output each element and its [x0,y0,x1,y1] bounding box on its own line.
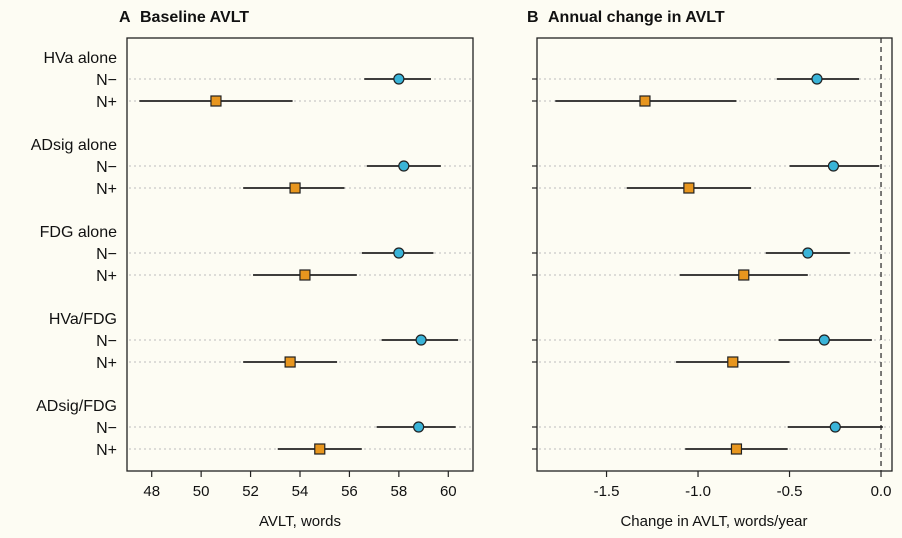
x-tick-label: -1.0 [685,483,711,500]
panel-b-frame [536,37,893,472]
x-tick-label: -1.5 [594,483,620,500]
panel-b-x-axis-label: Change in AVLT, words/year [620,513,807,530]
estimate-point-n-minus [827,160,840,172]
x-tick-label: 52 [242,483,259,500]
row-labels: HVa alone N− N+ ADsig alone N− N+ FDG alone N− N… [31,50,117,459]
estimate-point-n-plus [683,182,695,194]
panel-a-letter: A [119,9,131,26]
group-label: HVa/FDG [49,311,117,328]
estimate-point-n-minus [393,73,405,85]
row-label: N− [96,72,117,89]
panel-a-marks [139,73,459,455]
panel-a-x-axis: 48 50 52 54 56 58 60 [143,471,457,500]
group-label: ADsig/FDG [36,398,117,415]
estimate-point-n-plus [738,269,750,281]
estimate-point-n-plus [284,356,296,368]
panel-a: A Baseline AVLT 48 50 52 54 56 58 60 AVLT, wor… [119,9,474,530]
estimate-point-n-minus [393,247,405,259]
group-label: ADsig alone [31,137,117,154]
row-label: N+ [96,355,117,372]
row-label: N− [96,159,117,176]
estimate-point-n-minus [829,421,841,433]
x-tick-label: 56 [341,483,358,500]
estimate-point-n-plus [730,443,743,455]
panel-b-x-axis: -1.5 -1.0 -0.5 0.0 [594,471,892,500]
panel-b-letter: B [527,9,539,26]
panel-b-marks [555,73,883,455]
x-tick-label: 60 [440,483,457,500]
row-label: N+ [96,94,117,111]
estimate-point-n-plus [727,356,739,368]
row-label: N− [96,333,117,350]
group-label: FDG alone [40,224,117,241]
estimate-point-n-minus [802,247,814,259]
group-label: HVa alone [43,50,117,67]
row-label: N+ [96,181,117,198]
estimate-point-n-plus [289,182,301,194]
panel-b: B Annual change in AVLT -1.5 -1.0 -0.5 0.0 … [527,9,893,530]
panel-b-title: Annual change in AVLT [548,9,725,26]
x-tick-label: -0.5 [777,483,803,500]
estimate-point-n-plus [299,269,311,281]
panel-b-row-ticks [532,78,537,450]
x-tick-label: 50 [193,483,210,500]
row-label: N+ [96,268,117,285]
estimate-point-n-plus [314,443,326,455]
estimate-point-n-minus [413,421,425,433]
row-label: N− [96,420,117,437]
x-tick-label: 48 [143,483,160,500]
estimate-point-n-minus [398,160,410,172]
estimate-point-n-plus [639,95,651,107]
panel-a-title: Baseline AVLT [140,9,249,26]
row-label: N− [96,246,117,263]
x-tick-label: 0.0 [871,483,892,500]
estimate-point-n-minus [818,334,830,346]
estimate-point-n-plus [210,95,222,107]
x-tick-label: 58 [391,483,408,500]
x-tick-label: 54 [292,483,309,500]
row-label: N+ [96,442,117,459]
estimate-point-n-minus [415,334,427,346]
estimate-point-n-minus [811,73,823,85]
panel-a-x-axis-label: AVLT, words [259,513,341,530]
